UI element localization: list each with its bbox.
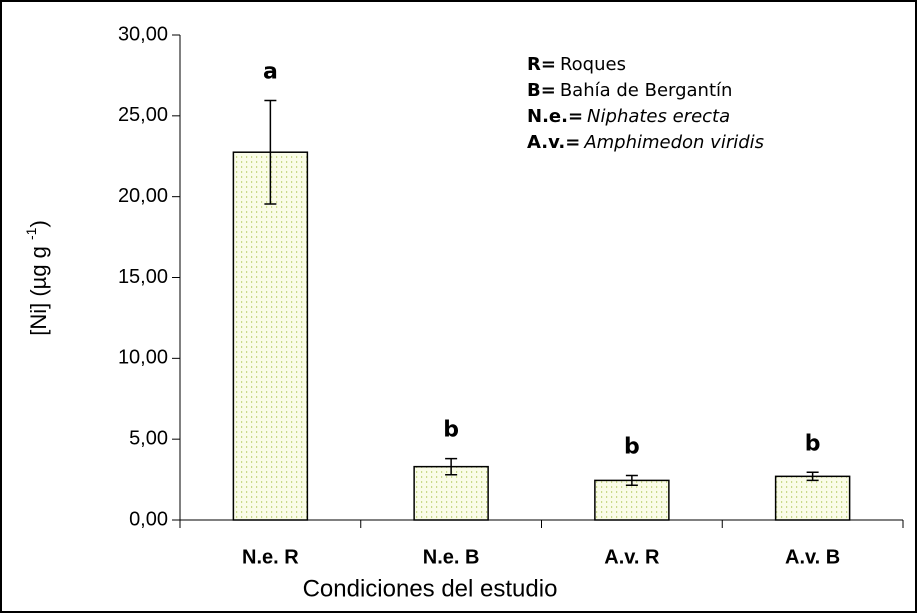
note-sep: = [541,54,556,75]
note-text: Bahía de Bergantín [560,80,733,101]
note: B= Bahía de Bergantín [527,80,732,101]
error-bar [625,474,638,486]
error-bar [264,99,277,205]
bar [232,151,309,521]
note: A.v.= Amphimedon viridis [527,132,764,153]
note-key: B [527,80,541,101]
note-text: Amphimedon viridis [583,132,764,153]
bar [774,475,851,521]
y-tick-label: 10,00 [118,347,168,369]
note: R= Roques [527,54,626,75]
note: N.e.= Niphates erecta [527,106,730,127]
x-tick-label: N.e. B [423,546,480,568]
error-bar-line [625,474,638,486]
error-bar-line [806,471,819,482]
significance-letter: b [443,418,459,443]
x-tick-label: A.v. R [604,546,660,568]
y-tick-label: 20,00 [118,185,168,207]
y-tick-label: 15,00 [118,266,168,288]
y-tick-label: 30,00 [118,23,168,45]
bar [594,479,670,521]
significance-letter: b [624,435,640,460]
note-key: N.e. [527,106,568,127]
y-tick-label: 5,00 [129,427,168,449]
y-tick-label: 25,00 [118,104,168,126]
y-axis-label: [Ni] (µg g -1) [23,220,51,336]
y-tick-label: 0,00 [129,508,168,530]
note-text: Roques [560,54,626,75]
error-bar [806,471,819,482]
note-sep: = [541,80,556,101]
x-tick-label: N.e. R [242,546,299,568]
x-axis-label: Condiciones del estudio [303,575,558,602]
note-key: R [527,54,541,75]
note-sep: = [565,132,580,153]
error-bar-line [445,457,458,476]
note-text: Niphates erecta [587,106,730,127]
note-sep: = [568,106,583,127]
significance-letter: b [805,431,821,456]
significance-letter: a [263,59,278,84]
error-bar [445,457,458,476]
x-tick-label: A.v. B [785,546,840,568]
note-key: A.v. [527,132,565,153]
error-bar-line [264,99,277,205]
